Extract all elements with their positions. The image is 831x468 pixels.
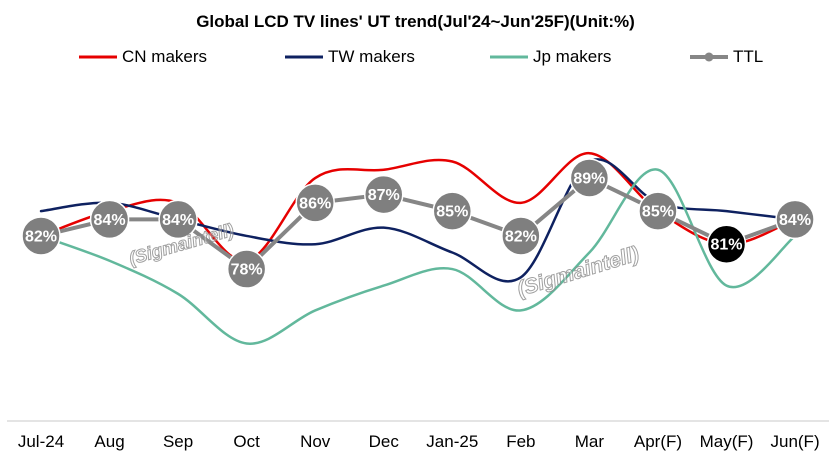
data-label: 85% [642,204,674,221]
data-label: 78% [231,262,263,279]
legend-swatch-jp-makers [490,55,528,59]
data-point-bubble [638,191,678,231]
legend-item-cn-makers: CN makers [79,46,207,68]
data-point-marker: 84% [775,199,815,240]
data-point-bubble [501,216,541,256]
data-point-marker: 81% [706,224,747,264]
data-label: 89% [573,171,605,188]
data-point-marker: 84% [158,199,198,240]
data-point-bubble [364,174,404,215]
x-tick-label: Oct [233,432,260,451]
legend-label: TTL [733,47,764,66]
data-label: 81% [710,237,742,254]
legend-label: TW makers [328,47,415,66]
x-tick-label: Aug [94,432,124,451]
x-tick-label: Jan-25 [426,432,478,451]
data-point-marker: 78% [226,249,267,289]
watermark-text: (Sigmaintell) [514,242,641,301]
legend-label: CN makers [122,47,208,66]
x-tick-label: Apr(F) [634,432,682,451]
legend-item-tw-makers: TW makers [285,46,415,68]
data-point-bubble [226,249,267,289]
x-tick-label: Feb [506,432,535,451]
data-point-marker: 87% [364,174,404,215]
data-label: 85% [436,204,468,221]
data-point-marker: 82% [21,216,61,256]
legend-swatch-tw-makers [285,55,323,59]
data-point-marker: 89% [569,158,610,198]
data-point-marker: 82% [501,216,541,256]
data-label: 84% [162,212,194,229]
data-point-marker: 84% [89,199,130,240]
x-tick-label: Jul-24 [18,432,64,451]
data-label: 84% [94,212,126,229]
data-point-bubble [295,183,335,223]
legend-swatch-cn-makers [79,55,117,59]
data-label: 82% [505,228,537,245]
data-point-bubble [775,199,815,240]
data-point-marker: 85% [432,191,473,231]
data-point-bubble [432,191,473,231]
series-line-jp-makers [39,168,797,345]
data-point-bubble [21,216,61,256]
data-label: 87% [368,187,400,204]
legend-item-ttl: TTL [690,46,763,68]
data-point-bubble [158,199,198,240]
data-point-marker: 86% [295,183,335,223]
data-label: 86% [299,195,331,212]
chart-title: Global LCD TV lines' UT trend(Jul'24~Jun… [196,12,635,31]
data-label: 84% [779,212,811,229]
legend-label: Jp makers [533,47,612,66]
data-point-bubble [89,199,130,240]
x-tick-label: May(F) [700,432,754,451]
watermark: (Sigmaintell) (Sigmaintell) [126,219,642,301]
legend-item-jp-makers: Jp makers [490,46,611,68]
x-tick-label: Nov [300,432,331,451]
x-tick-label: Dec [369,432,400,451]
x-tick-label: Sep [163,432,193,451]
data-point-bubble [706,224,747,264]
ttl-markers: 82% 84% 84% 78% 86% 87% 85% 82% 89% 85% 81% 84% [21,158,815,289]
data-point-bubble [569,158,610,198]
x-tick-label: Mar [575,432,605,451]
data-point-marker: 85% [638,191,678,231]
x-tick-label: Jun(F) [770,432,819,451]
legend-swatch-ttl [690,52,728,62]
x-axis-ticks: Jul-24 Aug Sep Oct Nov Dec Jan-25 Feb Mar Apr(F) M… [18,432,820,451]
data-label: 82% [25,228,57,245]
